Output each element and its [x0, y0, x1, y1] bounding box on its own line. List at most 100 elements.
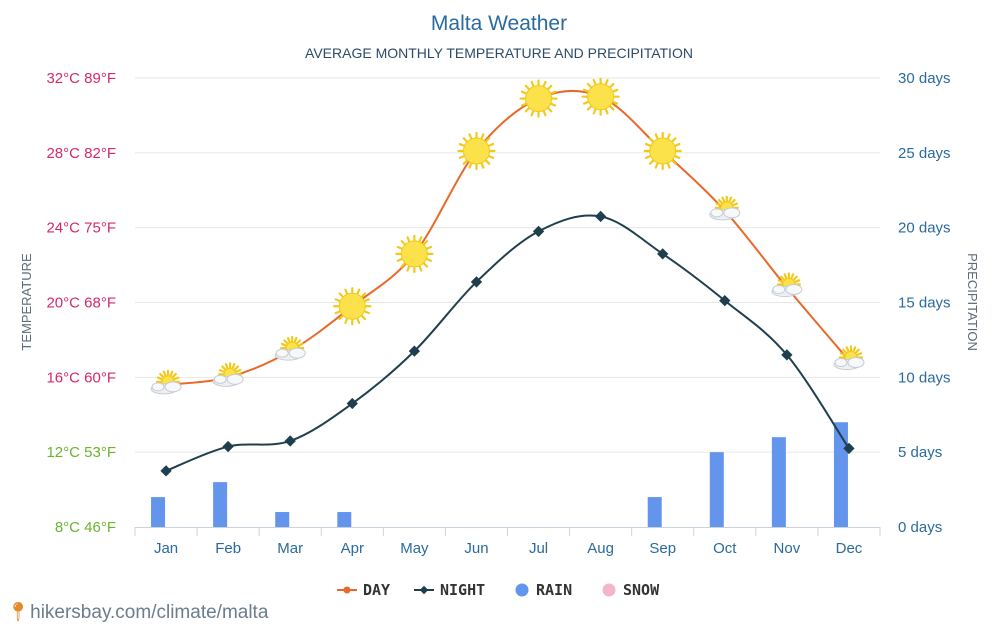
cloud-part [834, 357, 848, 367]
y-right-tick-label: 20 days [898, 220, 951, 237]
grid [135, 77, 880, 453]
x-tick-label: May [400, 540, 429, 557]
y-axis-right-label: PRECIPITATION [965, 253, 980, 351]
legend-marker [343, 586, 351, 594]
day-point-partly-cloudy-icon [212, 362, 244, 387]
day-point-sun-icon [643, 131, 682, 171]
x-tick-label: Oct [713, 540, 737, 557]
x-tick-label: Mar [277, 540, 303, 557]
legend-label: NIGHT [440, 581, 485, 599]
rain-bar [337, 512, 352, 527]
legend-marker [419, 585, 429, 595]
day-point-sun-icon [333, 287, 372, 326]
night-point [160, 465, 172, 477]
rain-bar [647, 497, 662, 527]
night-point [284, 435, 296, 447]
rain-bar [275, 512, 290, 527]
y-left-tick-label: 12°C 53°F [46, 444, 116, 461]
day-point-partly-cloudy-icon [771, 272, 803, 298]
night-point [843, 442, 855, 455]
legend-label: SNOW [623, 581, 660, 599]
night-point [408, 345, 421, 357]
day-point-sun-icon [457, 131, 496, 171]
sun-disc [462, 137, 490, 165]
y-right-tick-label: 10 days [898, 369, 951, 386]
cloud-part [847, 356, 865, 368]
day-point-sun-icon [581, 77, 620, 116]
sun-disc [338, 292, 366, 320]
map-pin-icon: 📍︎ [6, 602, 31, 623]
y-right-tick-label: 25 days [898, 145, 951, 162]
day-point-partly-cloudy-icon [833, 345, 865, 370]
cloud-part [151, 382, 165, 392]
x-tick-label: Apr [341, 540, 364, 557]
rain-bars [151, 422, 848, 527]
legend-item-rain: RAIN [515, 581, 572, 599]
night-point [594, 210, 607, 223]
legend-marker [602, 583, 616, 597]
legend-item-day: DAY [337, 581, 390, 599]
day-series [150, 77, 865, 395]
legend: DAY NIGHT RAIN SNOW [337, 581, 660, 599]
legend-item-night: NIGHT [414, 581, 485, 599]
cloud-part [772, 285, 786, 295]
rain-bar [151, 497, 166, 527]
night-series [160, 210, 855, 477]
y-left-tick-label: 16°C 60°F [46, 369, 116, 386]
x-tick-label: Jun [464, 540, 488, 557]
legend-marker [515, 583, 529, 597]
night-line [165, 214, 850, 472]
day-point-partly-cloudy-icon [150, 369, 182, 395]
cloud-part [288, 347, 306, 359]
x-tick-label: Aug [587, 540, 614, 557]
y-left-tick-label: 32°C 89°F [46, 70, 116, 87]
cloud-part [785, 284, 803, 296]
day-point-partly-cloudy-icon [709, 195, 741, 221]
y-left-tick-label: 24°C 75°F [46, 220, 116, 237]
rain-bar [709, 452, 724, 527]
sun-disc [525, 85, 553, 113]
day-line [165, 89, 850, 386]
rain-bar [833, 422, 848, 527]
legend-item-snow: SNOW [602, 581, 660, 599]
chart-subtitle: AVERAGE MONTHLY TEMPERATURE AND PRECIPIT… [305, 45, 693, 61]
night-point [470, 276, 483, 288]
legend-label: RAIN [536, 581, 572, 599]
y-left-tick-label: 8°C 46°F [55, 519, 116, 536]
cloud-part [723, 207, 741, 219]
night-point [781, 349, 793, 361]
y-right-tick-label: 30 days [898, 70, 951, 87]
cloud-part [226, 373, 244, 385]
sun-disc [400, 240, 428, 268]
legend-label: DAY [363, 581, 390, 599]
night-point [346, 397, 358, 410]
y-left-tick-label: 20°C 68°F [46, 295, 116, 312]
cloud-part [164, 381, 182, 393]
day-point-sun-icon [519, 79, 558, 118]
y-right-tick-label: 5 days [898, 444, 942, 461]
day-point-sun-icon [395, 234, 434, 273]
x-tick-label: Jan [154, 540, 178, 557]
y-right-tick-label: 15 days [898, 295, 951, 312]
day-point-partly-cloudy-icon [274, 336, 306, 361]
x-tick-label: Dec [836, 540, 863, 557]
y-right-tick-label: 0 days [898, 519, 942, 536]
x-tick-label: Jul [529, 540, 548, 557]
x-tick-label: Nov [774, 540, 801, 557]
y-left-tick-label: 28°C 82°F [46, 145, 116, 162]
night-point [222, 440, 234, 453]
night-point [719, 294, 731, 307]
chart-title: Malta Weather [431, 12, 567, 35]
cloud-part [710, 208, 724, 218]
x-tick-label: Sep [649, 540, 676, 557]
sun-disc [649, 137, 677, 165]
source-link[interactable]: hikersbay.com/climate/malta [30, 602, 269, 623]
y-axis-left-label: TEMPERATURE [19, 253, 34, 351]
rain-bar [771, 437, 786, 527]
cloud-part [275, 348, 289, 358]
source-footer[interactable]: 📍︎hikersbay.com/climate/malta [6, 600, 268, 624]
rain-bar [213, 482, 228, 527]
sun-disc [587, 83, 615, 111]
axes: 32°C 89°F 28°C 82°F 24°C 75°F 20°C 68°F 16°C… [46, 70, 950, 557]
